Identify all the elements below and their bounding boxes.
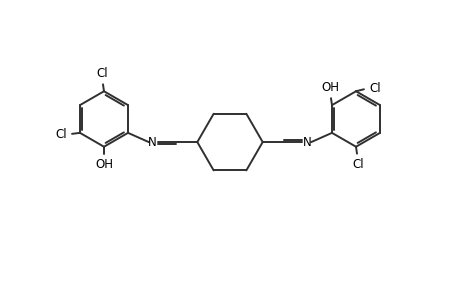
Text: Cl: Cl (96, 68, 107, 80)
Text: OH: OH (95, 158, 113, 171)
Text: N: N (148, 136, 157, 148)
Text: Cl: Cl (352, 158, 363, 171)
Text: N: N (302, 136, 311, 148)
Text: Cl: Cl (56, 128, 67, 141)
Text: Cl: Cl (368, 82, 380, 95)
Text: OH: OH (320, 81, 338, 94)
